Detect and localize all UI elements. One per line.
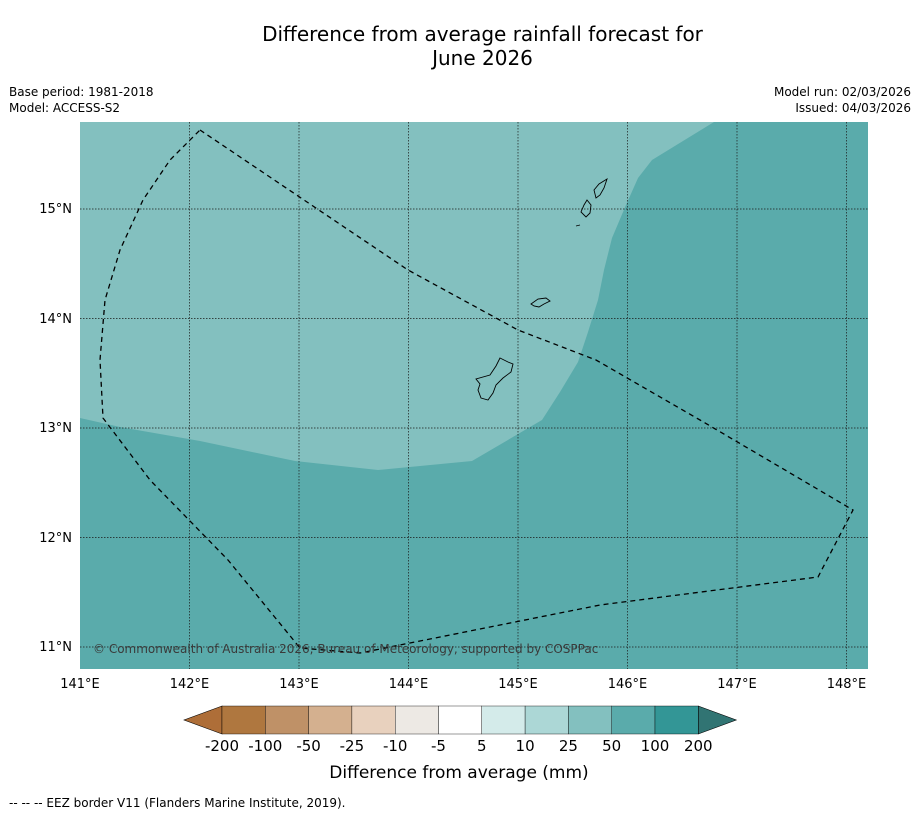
colorbar-segment bbox=[654, 705, 699, 735]
colorbar-boxes bbox=[183, 705, 738, 735]
meta-left: Base period: 1981-2018 Model: ACCESS-S2 bbox=[9, 84, 154, 116]
lat-tick-labels: 15°N 14°N 13°N 12°N 11°N bbox=[39, 202, 72, 655]
colorbar-extend-high bbox=[697, 705, 738, 735]
colorbar-tick-label: -100 bbox=[248, 737, 282, 755]
colorbar-segment bbox=[438, 705, 482, 735]
colorbar-tick-label: 25 bbox=[559, 737, 578, 755]
colorbar-tick-label: -200 bbox=[205, 737, 239, 755]
map-area: © Commonwealth of Australia 2026, Bureau… bbox=[80, 122, 868, 669]
colorbar-label: Difference from average (mm) bbox=[329, 763, 588, 783]
colorbar-segment bbox=[395, 705, 439, 735]
coastlines bbox=[475, 177, 608, 401]
colorbar-tick-label: -10 bbox=[383, 737, 408, 755]
lat-tick-label: 11°N bbox=[39, 640, 72, 655]
eez-footer-note: -- -- -- EEZ border V11 (Flanders Marine… bbox=[9, 796, 346, 810]
model-run: Model run: 02/03/2026 bbox=[773, 85, 911, 99]
copyright-text: © Commonwealth of Australia 2026, Bureau… bbox=[93, 642, 598, 656]
colorbar-tick-label: 10 bbox=[516, 737, 535, 755]
tinian-island bbox=[580, 199, 592, 218]
base-period: Base period: 1981-2018 bbox=[9, 85, 154, 99]
colorbar-tick-label: 100 bbox=[641, 737, 670, 755]
guam-island bbox=[475, 357, 514, 401]
model-name: Model: ACCESS-S2 bbox=[9, 101, 121, 115]
lon-tick-label: 144°E bbox=[389, 677, 429, 692]
lon-tick-label: 147°E bbox=[717, 677, 757, 692]
colorbar-tick-label: -25 bbox=[340, 737, 365, 755]
lat-tick-label: 13°N bbox=[39, 421, 72, 436]
saipan-island bbox=[593, 177, 608, 199]
colorbar-segment bbox=[481, 705, 526, 735]
colorbar-tick-label: 50 bbox=[602, 737, 621, 755]
lon-tick-label: 148°E bbox=[827, 677, 867, 692]
colorbar-tick-label: 200 bbox=[684, 737, 713, 755]
eez-border bbox=[99, 129, 854, 654]
lon-tick-labels: 141°E 142°E 143°E 144°E 145°E 146°E 147°… bbox=[60, 677, 866, 692]
colorbar-segment bbox=[611, 705, 656, 735]
colorbar-segment bbox=[221, 705, 266, 735]
colorbar-tick-label: -5 bbox=[431, 737, 446, 755]
title-line-1: Difference from average rainfall forecas… bbox=[262, 22, 703, 46]
lat-tick-label: 14°N bbox=[39, 312, 72, 327]
colorbar-tick-labels: -200 -100 -50 -25 -10 -5 5 10 25 50 100 200 bbox=[205, 737, 713, 755]
colorbar-segment bbox=[524, 705, 569, 735]
title-line-2: June 2026 bbox=[432, 46, 533, 70]
colorbar-tick-label: -50 bbox=[296, 737, 321, 755]
map-title: Difference from average rainfall forecas… bbox=[0, 22, 919, 70]
rota-island bbox=[530, 297, 551, 308]
lon-tick-label: 142°E bbox=[170, 677, 210, 692]
issued-date: Issued: 04/03/2026 bbox=[795, 101, 911, 115]
colorbar-extend-low bbox=[183, 705, 223, 735]
lon-tick-label: 143°E bbox=[279, 677, 319, 692]
colorbar-segment bbox=[308, 705, 353, 735]
colorbar-segment bbox=[568, 705, 612, 735]
lat-tick-label: 15°N bbox=[39, 202, 72, 217]
aguijan-island bbox=[575, 224, 581, 227]
meta-right: Model run: 02/03/2026 Issued: 04/03/2026 bbox=[774, 84, 911, 116]
lon-tick-label: 146°E bbox=[608, 677, 648, 692]
colorbar-tick-label: 5 bbox=[477, 737, 487, 755]
colorbar: -200 -100 -50 -25 -10 -5 5 10 25 50 100 200 Differe… bbox=[183, 705, 738, 783]
lon-tick-label: 145°E bbox=[498, 677, 538, 692]
colorbar-segment bbox=[351, 705, 396, 735]
graticule bbox=[80, 122, 868, 669]
lat-tick-label: 12°N bbox=[39, 531, 72, 546]
colorbar-segment bbox=[265, 705, 309, 735]
lon-tick-label: 141°E bbox=[60, 677, 100, 692]
